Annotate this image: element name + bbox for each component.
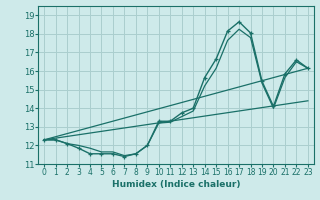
X-axis label: Humidex (Indice chaleur): Humidex (Indice chaleur) (112, 180, 240, 189)
